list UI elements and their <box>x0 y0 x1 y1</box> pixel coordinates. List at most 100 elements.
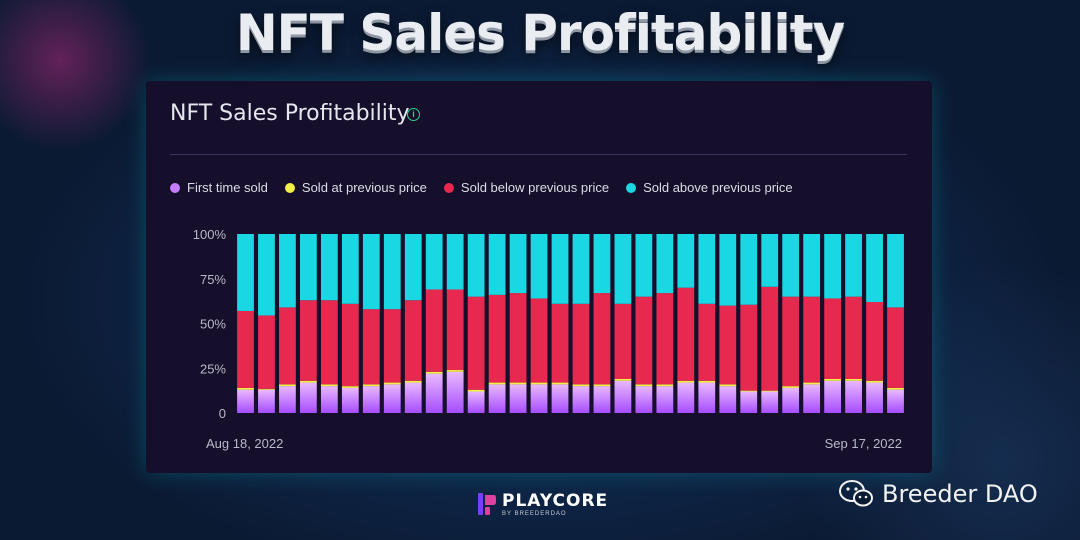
bar-segment[interactable] <box>824 378 841 381</box>
bar-segment[interactable] <box>656 384 674 387</box>
bar-segment[interactable] <box>740 390 758 392</box>
bar-segment[interactable] <box>258 388 275 390</box>
bar-segment[interactable] <box>509 234 527 294</box>
bar-segment[interactable] <box>300 234 317 301</box>
bar-segment[interactable] <box>383 309 401 383</box>
bar-segment[interactable] <box>467 391 485 413</box>
bar-segment[interactable] <box>803 234 821 297</box>
bar-segment[interactable] <box>761 234 779 287</box>
bar-segment[interactable] <box>572 234 590 304</box>
bar-segment[interactable] <box>383 234 401 310</box>
bar-segment[interactable] <box>300 382 317 413</box>
bar-segment[interactable] <box>320 234 338 301</box>
bar-segment[interactable] <box>845 234 862 297</box>
bar-segment[interactable] <box>635 384 653 387</box>
bar-segment[interactable] <box>635 234 653 297</box>
legend-item-at-previous[interactable]: Sold at previous price <box>284 180 427 195</box>
bar-segment[interactable] <box>887 387 904 390</box>
bar-segment[interactable] <box>782 234 800 297</box>
bar-segment[interactable] <box>803 296 821 383</box>
bar-segment[interactable] <box>572 384 590 387</box>
bar-segment[interactable] <box>279 384 296 387</box>
bar-segment[interactable] <box>320 386 338 413</box>
legend-item-above-previous[interactable]: Sold above previous price <box>626 180 793 195</box>
legend-item-below-previous[interactable]: Sold below previous price <box>443 180 609 195</box>
bar-segment[interactable] <box>467 389 485 392</box>
bar-segment[interactable] <box>530 234 548 299</box>
bar-segment[interactable] <box>572 386 590 413</box>
bar-segment[interactable] <box>593 293 611 385</box>
bar-segment[interactable] <box>362 386 380 413</box>
bar-segment[interactable] <box>719 305 737 385</box>
bar-segment[interactable] <box>845 380 862 413</box>
bar-segment[interactable] <box>614 234 632 304</box>
bar-segment[interactable] <box>509 384 527 413</box>
bar-segment[interactable] <box>866 302 883 381</box>
bar-segment[interactable] <box>279 307 296 385</box>
bar-segment[interactable] <box>509 293 527 383</box>
bar-segment[interactable] <box>656 386 674 413</box>
bar-segment[interactable] <box>719 234 737 306</box>
bar-segment[interactable] <box>383 382 401 385</box>
bar-segment[interactable] <box>551 382 569 385</box>
bar-segment[interactable] <box>551 234 569 304</box>
bar-segment[interactable] <box>698 380 716 383</box>
bar-segment[interactable] <box>593 386 611 413</box>
bar-segment[interactable] <box>866 380 883 383</box>
bar-segment[interactable] <box>530 382 548 385</box>
bar-segment[interactable] <box>467 296 485 390</box>
bar-segment[interactable] <box>635 386 653 413</box>
bar-segment[interactable] <box>614 380 632 413</box>
bar-segment[interactable] <box>824 380 841 413</box>
bar-segment[interactable] <box>656 234 674 294</box>
bar-segment[interactable] <box>362 309 380 385</box>
bar-segment[interactable] <box>467 234 485 297</box>
bar-segment[interactable] <box>404 382 422 413</box>
bar-segment[interactable] <box>551 384 569 413</box>
bar-segment[interactable] <box>446 289 464 371</box>
bar-segment[interactable] <box>698 382 716 413</box>
bar-segment[interactable] <box>300 380 317 383</box>
bar-segment[interactable] <box>258 389 275 413</box>
bar-segment[interactable] <box>845 296 862 379</box>
bar-segment[interactable] <box>237 234 254 311</box>
bar-segment[interactable] <box>593 384 611 387</box>
bar-segment[interactable] <box>845 378 862 381</box>
bar-segment[interactable] <box>404 234 422 301</box>
bar-segment[interactable] <box>258 315 275 389</box>
bar-segment[interactable] <box>887 307 904 388</box>
bar-segment[interactable] <box>593 234 611 294</box>
bar-segment[interactable] <box>677 287 695 381</box>
legend-item-first-time[interactable]: First time sold <box>170 180 268 195</box>
bar-segment[interactable] <box>446 371 464 413</box>
bar-segment[interactable] <box>341 303 359 387</box>
bar-segment[interactable] <box>237 387 254 390</box>
bar-segment[interactable] <box>614 378 632 381</box>
bar-segment[interactable] <box>425 289 443 372</box>
bar-segment[interactable] <box>887 234 904 308</box>
bar-segment[interactable] <box>761 390 779 392</box>
bar-segment[interactable] <box>488 234 506 295</box>
bar-segment[interactable] <box>551 303 569 383</box>
bar-segment[interactable] <box>320 300 338 385</box>
bar-segment[interactable] <box>341 234 359 304</box>
bar-segment[interactable] <box>677 234 695 288</box>
bar-segment[interactable] <box>803 382 821 385</box>
bar-segment[interactable] <box>719 386 737 413</box>
bar-segment[interactable] <box>656 293 674 385</box>
bar-segment[interactable] <box>803 384 821 413</box>
bar-segment[interactable] <box>362 384 380 387</box>
bar-segment[interactable] <box>698 234 716 304</box>
bar-segment[interactable] <box>341 386 359 388</box>
bar-segment[interactable] <box>488 294 506 383</box>
bar-segment[interactable] <box>404 300 422 381</box>
bar-segment[interactable] <box>237 310 254 388</box>
bar-segment[interactable] <box>824 298 841 379</box>
bar-segment[interactable] <box>425 371 443 374</box>
bar-segment[interactable] <box>677 380 695 383</box>
bar-segment[interactable] <box>446 234 464 290</box>
bar-segment[interactable] <box>488 384 506 413</box>
bar-segment[interactable] <box>279 234 296 308</box>
bar-segment[interactable] <box>404 380 422 383</box>
bar-segment[interactable] <box>258 234 275 316</box>
